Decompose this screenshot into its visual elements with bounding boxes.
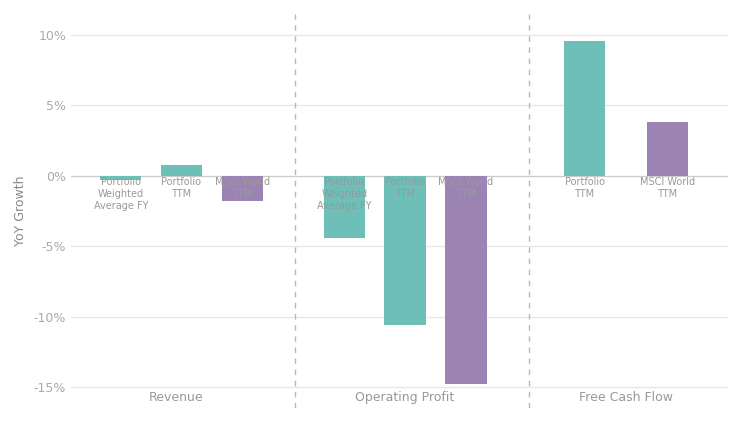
Text: Portfolio
Weighted
Average FY: Portfolio Weighted Average FY: [93, 177, 148, 211]
Text: Portfolio
TTM: Portfolio TTM: [162, 177, 202, 199]
Bar: [564, 41, 605, 176]
Y-axis label: YoY Growth: YoY Growth: [14, 176, 27, 246]
Text: MSCI World
TTM: MSCI World TTM: [439, 177, 493, 199]
Bar: [384, 176, 426, 325]
Text: Revenue: Revenue: [148, 391, 203, 404]
Bar: [324, 176, 365, 238]
Bar: [222, 176, 263, 201]
Bar: [100, 176, 142, 180]
Text: MSCI World
TTM: MSCI World TTM: [640, 177, 695, 199]
Bar: [445, 176, 487, 384]
Text: Portfolio
TTM: Portfolio TTM: [385, 177, 425, 199]
Text: MSCI World
TTM: MSCI World TTM: [214, 177, 270, 199]
Text: Operating Profit: Operating Profit: [355, 391, 455, 404]
Text: Free Cash Flow: Free Cash Flow: [579, 391, 673, 404]
Text: Portfolio
Weighted
Average FY: Portfolio Weighted Average FY: [317, 177, 372, 211]
Text: Portfolio
TTM: Portfolio TTM: [565, 177, 605, 199]
Bar: [161, 165, 203, 176]
Bar: [647, 122, 688, 176]
